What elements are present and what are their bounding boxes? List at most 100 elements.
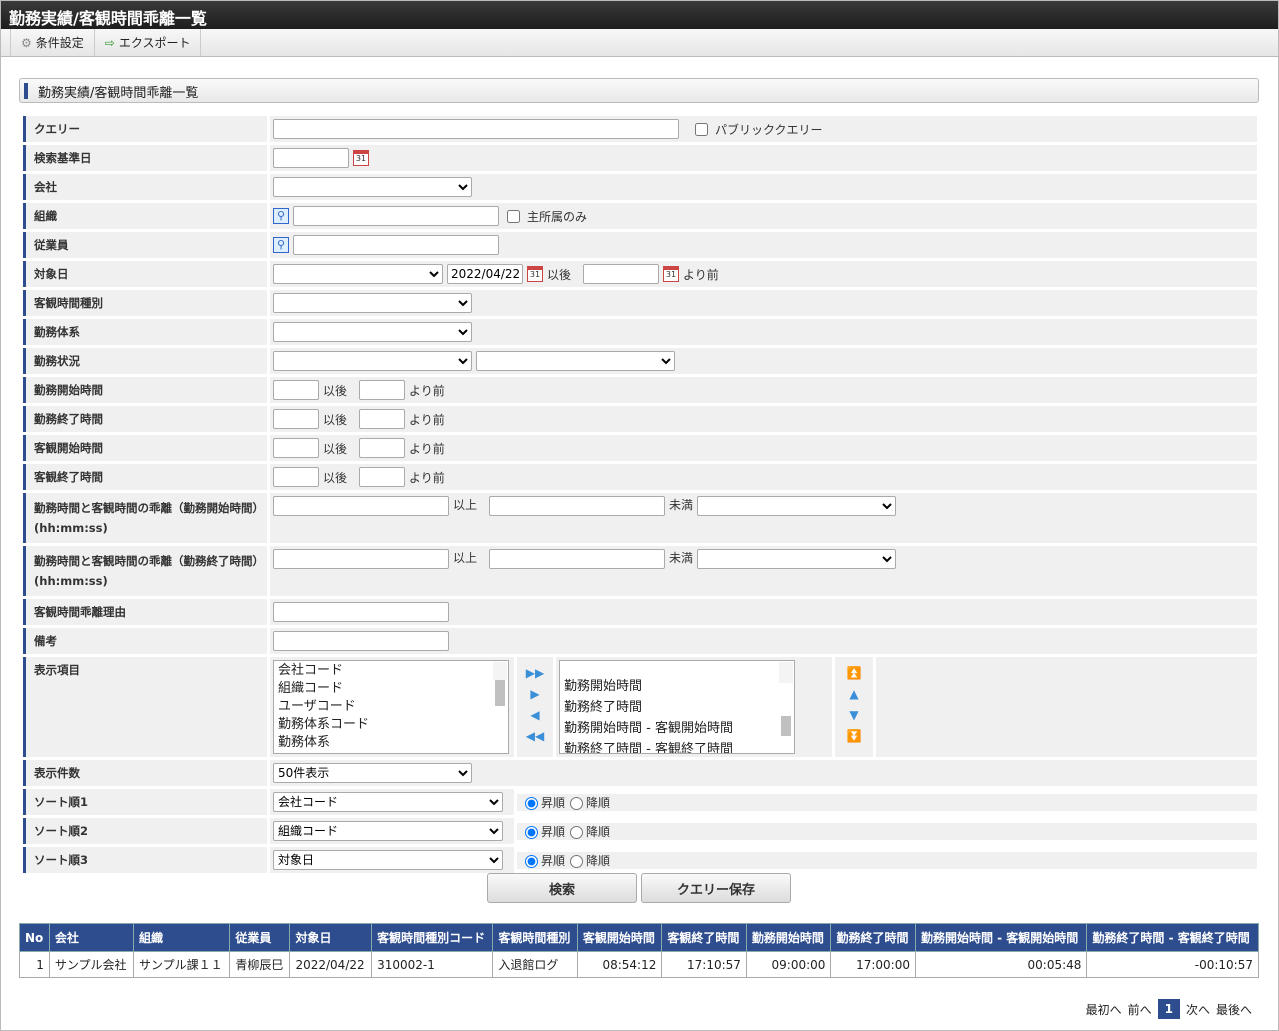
first-page-link[interactable]: 最初へ (1085, 1002, 1122, 1017)
selected-items-list[interactable]: 勤務開始時間 勤務終了時間勤務開始時間 - 客観開始時間 勤務終了時間 - 客観終了… (559, 660, 795, 754)
list-option[interactable]: 勤務体系コード (278, 717, 370, 732)
export-icon: ⇨ (104, 35, 115, 50)
gte-label: 以上 (453, 551, 478, 565)
employee-input[interactable] (293, 235, 499, 255)
list-option[interactable]: 組織コード (278, 681, 344, 696)
sort1-asc-radio[interactable] (525, 797, 538, 810)
scrollbar[interactable] (779, 662, 793, 736)
settings-button[interactable]: ⚙ 条件設定 (10, 29, 95, 56)
column-header[interactable]: 勤務開始時間 (745, 923, 832, 952)
work-system-select[interactable] (273, 322, 472, 342)
column-header[interactable]: 勤務終了時間 - 客観終了時間 (1086, 923, 1259, 952)
main-only-checkbox[interactable] (507, 209, 520, 223)
work-status-select-1[interactable] (273, 351, 472, 371)
dev-start-select[interactable] (697, 496, 897, 516)
label-work-start: 勤務開始時間 (23, 377, 267, 403)
obj-end-to[interactable] (359, 467, 406, 487)
last-page-link[interactable]: 最後へ (1215, 1002, 1252, 1017)
sort2-desc-radio[interactable] (570, 826, 584, 839)
work-start-from[interactable] (273, 380, 319, 400)
list-option[interactable]: 勤務開始時間 (564, 679, 643, 694)
list-option[interactable]: 勤務終了時間 (564, 700, 643, 715)
column-header[interactable]: 勤務終了時間 (830, 923, 916, 952)
move-down-icon[interactable]: ▼ (849, 708, 859, 722)
table-row[interactable]: 1 サンプル会社 サンプル課１１ 青柳辰巳 2022/04/22 310002-1 入退館ロ… (19, 951, 1259, 978)
obj-start-to[interactable] (359, 438, 406, 458)
save-query-button[interactable]: クエリー保存 (641, 873, 791, 903)
target-date-select[interactable] (273, 264, 443, 284)
sort2-select[interactable]: 組織コード (273, 821, 503, 841)
obj-start-from[interactable] (273, 438, 319, 458)
column-header[interactable]: 客観時間種別コード (371, 923, 494, 952)
add-all-icon[interactable]: ▶▶ (525, 666, 545, 680)
label-query: クエリー (23, 116, 267, 142)
next-page-link[interactable]: 次へ (1185, 1002, 1210, 1017)
list-option[interactable]: 勤務終了時間 - 客観終了時間 (564, 742, 733, 754)
list-option[interactable]: ユーザコード (278, 699, 356, 714)
label-obj-start: 客観開始時間 (23, 435, 267, 461)
search-icon[interactable]: ⚲ (273, 208, 289, 224)
work-status-select-2[interactable] (476, 351, 675, 371)
export-button[interactable]: ⇨ エクスポート (95, 29, 202, 56)
dev-end-to[interactable] (489, 549, 666, 569)
remove-icon[interactable]: ◀ (530, 708, 540, 722)
target-date-from[interactable] (447, 264, 523, 284)
target-date-to[interactable] (583, 264, 660, 284)
column-header[interactable]: 客観終了時間 (661, 923, 747, 952)
remove-all-icon[interactable]: ◀◀ (525, 729, 545, 743)
work-start-to[interactable] (359, 380, 406, 400)
calendar-icon[interactable]: 31 (353, 150, 369, 166)
column-header[interactable]: 対象日 (289, 923, 373, 952)
sort3-desc-radio[interactable] (570, 855, 584, 868)
query-input[interactable] (273, 119, 679, 139)
column-header[interactable]: 客観開始時間 (576, 923, 663, 952)
work-end-from[interactable] (273, 409, 319, 429)
sort3-select[interactable]: 対象日 (273, 850, 503, 870)
column-header[interactable]: 従業員 (229, 923, 291, 952)
toolbar: ⚙ 条件設定 ⇨ エクスポート (1, 29, 1278, 57)
sort3-asc-radio[interactable] (525, 855, 538, 868)
public-query-checkbox[interactable] (695, 122, 708, 136)
calendar-icon[interactable]: 31 (527, 266, 543, 282)
table-cell: 00:05:48 (914, 951, 1088, 978)
list-option[interactable]: 勤務体系 (278, 735, 331, 750)
obj-end-from[interactable] (273, 467, 319, 487)
add-icon[interactable]: ▶ (530, 687, 540, 701)
work-end-to[interactable] (359, 409, 406, 429)
base-date-input[interactable] (273, 148, 349, 168)
current-page[interactable]: 1 (1157, 999, 1180, 1019)
column-header[interactable]: 勤務開始時間 - 客観開始時間 (914, 923, 1088, 952)
available-items-list[interactable]: 会社コード組織コードユーザコード 勤務体系コード 勤務体系 (273, 660, 509, 754)
calendar-icon[interactable]: 31 (663, 266, 680, 282)
dev-end-from[interactable] (273, 549, 449, 569)
list-option[interactable]: 勤務開始時間 - 客観開始時間 (564, 721, 733, 736)
sort2-asc-radio[interactable] (525, 826, 538, 839)
move-bottom-icon[interactable]: ⏬ (846, 729, 862, 743)
sort1-select[interactable]: 会社コード (273, 792, 503, 812)
list-option[interactable]: 会社コード (278, 663, 344, 678)
sort1-desc-radio[interactable] (570, 797, 584, 810)
count-select[interactable]: 50件表示 (273, 763, 472, 783)
search-button[interactable]: 検索 (487, 873, 637, 903)
column-header[interactable]: 組織 (132, 923, 231, 952)
label-note: 備考 (23, 628, 267, 654)
dev-start-to[interactable] (489, 496, 666, 516)
org-input[interactable] (293, 206, 499, 226)
column-header[interactable]: 会社 (48, 923, 134, 952)
move-up-icon[interactable]: ▲ (849, 687, 859, 701)
dev-end-select[interactable] (697, 549, 897, 569)
column-header[interactable]: No (19, 923, 50, 952)
move-top-icon[interactable]: ⏫ (846, 666, 862, 680)
company-select[interactable] (273, 177, 472, 197)
obj-type-select[interactable] (273, 293, 472, 313)
reason-input[interactable] (273, 602, 449, 622)
column-header[interactable]: 客観時間種別 (492, 923, 578, 952)
dev-start-from[interactable] (273, 496, 449, 516)
scrollbar[interactable] (493, 662, 507, 706)
label-count: 表示件数 (23, 760, 267, 786)
search-form: クエリー パブリッククエリー 検索基準日 31 会社 組織 ⚲ 主所属のみ 従業員 ⚲ 対… (23, 116, 1257, 876)
prev-page-link[interactable]: 前へ (1127, 1002, 1152, 1017)
note-input[interactable] (273, 631, 449, 651)
main-only-label: 主所属のみ (527, 209, 588, 224)
search-icon[interactable]: ⚲ (273, 237, 289, 253)
